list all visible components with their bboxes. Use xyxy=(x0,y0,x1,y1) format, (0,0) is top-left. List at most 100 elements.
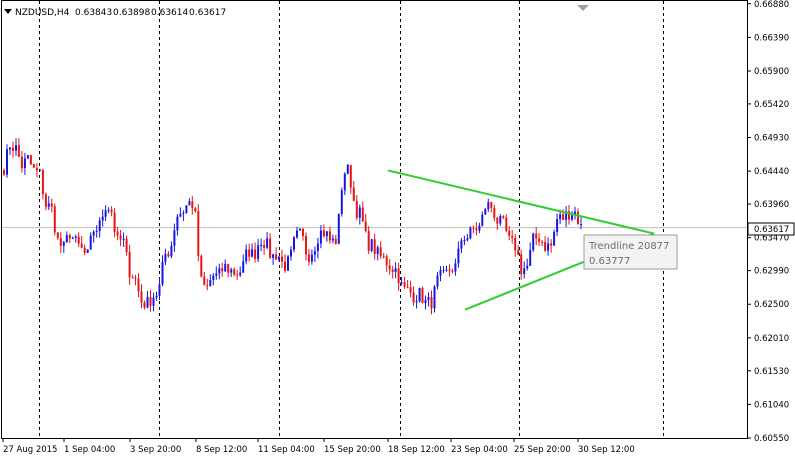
candle-body xyxy=(487,202,490,210)
candle-body xyxy=(200,255,203,277)
time-axis: 27 Aug 2015 1 Sep 04:00 3 Sep 20:00 8 Sep 1… xyxy=(2,438,635,455)
candle-body xyxy=(248,249,251,257)
candle-body xyxy=(469,227,472,239)
candle-body xyxy=(9,147,11,150)
price-tick-label: 0.61040 xyxy=(754,400,789,410)
candle-body xyxy=(400,282,403,284)
candle-body xyxy=(421,287,424,304)
candle-body xyxy=(53,206,56,233)
candle-body xyxy=(215,273,218,276)
candle-body xyxy=(50,203,53,207)
candle-body xyxy=(71,237,74,239)
candle-body xyxy=(68,235,71,239)
candle-body xyxy=(547,243,550,251)
candle-body xyxy=(352,187,355,201)
candle-body xyxy=(322,230,325,237)
candle-body xyxy=(161,261,164,285)
candle-body xyxy=(278,256,280,260)
price-axis: 0.66880 0.66390 0.65900 0.65420 0.64930 0.644… xyxy=(747,0,789,444)
price-tick-label: 0.64930 xyxy=(754,134,789,144)
candle-body xyxy=(290,249,292,257)
candle-body xyxy=(191,201,194,209)
candle-body xyxy=(266,238,269,248)
candle-body xyxy=(493,207,496,218)
candle-body xyxy=(257,245,260,259)
candle-body xyxy=(544,242,547,251)
chart-symbol: NZDUSD,H4 xyxy=(15,8,70,18)
candle-body xyxy=(299,228,301,231)
time-tick-label: 27 Aug 2015 xyxy=(3,445,57,455)
candle-body xyxy=(41,170,44,195)
candle-body xyxy=(361,207,364,222)
candle-body xyxy=(149,297,152,306)
candle-body xyxy=(481,214,484,226)
candle-body xyxy=(167,253,170,257)
candle-body xyxy=(442,270,445,272)
candle-body xyxy=(499,216,502,224)
candle-body xyxy=(538,238,541,242)
candle-body xyxy=(409,287,412,293)
candle-body xyxy=(32,164,35,168)
candle-body xyxy=(83,247,86,253)
candle-body xyxy=(349,164,352,188)
candle-body xyxy=(77,236,80,244)
candle-body xyxy=(418,287,421,302)
candle-body xyxy=(29,155,32,165)
candle-body xyxy=(325,231,328,237)
upper-trendline xyxy=(387,169,655,235)
candle-body xyxy=(143,302,146,308)
candle-body xyxy=(415,301,418,303)
candle-body xyxy=(101,216,104,221)
time-tick-label: 15 Sep 20:00 xyxy=(324,445,381,455)
candle-body xyxy=(430,297,433,309)
candle-body xyxy=(203,276,206,286)
candle-body xyxy=(47,203,50,207)
price-tick-label: 0.66390 xyxy=(754,33,789,43)
candle-body xyxy=(457,248,460,264)
candle-body xyxy=(239,272,242,276)
header-close: 0.63617 xyxy=(189,8,226,18)
plot-frame xyxy=(1,0,748,439)
chart-shift-marker-icon[interactable] xyxy=(577,5,589,11)
candle-body xyxy=(460,240,463,249)
price-tick-label: 0.62990 xyxy=(754,267,789,277)
candle-body xyxy=(281,256,283,262)
candle-body xyxy=(508,230,511,236)
candle-body xyxy=(517,250,520,255)
candle-body xyxy=(92,231,95,236)
candle-body xyxy=(478,225,481,231)
candle-body xyxy=(176,216,179,231)
candle-body xyxy=(439,270,442,276)
candle-body xyxy=(553,231,556,246)
collapse-triangle-icon[interactable] xyxy=(4,9,12,14)
candle-body xyxy=(6,149,8,175)
candle-body xyxy=(310,254,313,262)
candle-body xyxy=(358,207,361,218)
tooltip-box xyxy=(583,234,678,270)
candle-body xyxy=(376,247,379,254)
candle-body xyxy=(65,235,68,243)
candle-body xyxy=(385,256,388,266)
candle-body xyxy=(397,268,400,284)
candle-body xyxy=(340,190,343,214)
time-tick-label: 23 Sep 04:00 xyxy=(451,445,508,455)
candle-body xyxy=(38,170,41,172)
candle-body xyxy=(104,210,107,217)
price-tick-label: 0.62500 xyxy=(754,300,789,310)
candle-body xyxy=(236,274,239,276)
time-tick-label: 3 Sep 20:00 xyxy=(130,445,181,455)
candle-body xyxy=(221,268,224,272)
candle-body xyxy=(284,261,286,271)
candle-body xyxy=(568,211,570,220)
candle-body xyxy=(152,297,155,306)
candle-body xyxy=(391,269,394,272)
candle-body xyxy=(427,297,430,300)
candle-body xyxy=(403,282,406,287)
candle-body xyxy=(328,231,331,241)
candle-body xyxy=(170,245,173,257)
candle-body xyxy=(496,217,499,224)
candle-body xyxy=(20,156,23,169)
candle-body xyxy=(293,237,295,250)
price-tick-label: 0.63960 xyxy=(754,200,789,210)
